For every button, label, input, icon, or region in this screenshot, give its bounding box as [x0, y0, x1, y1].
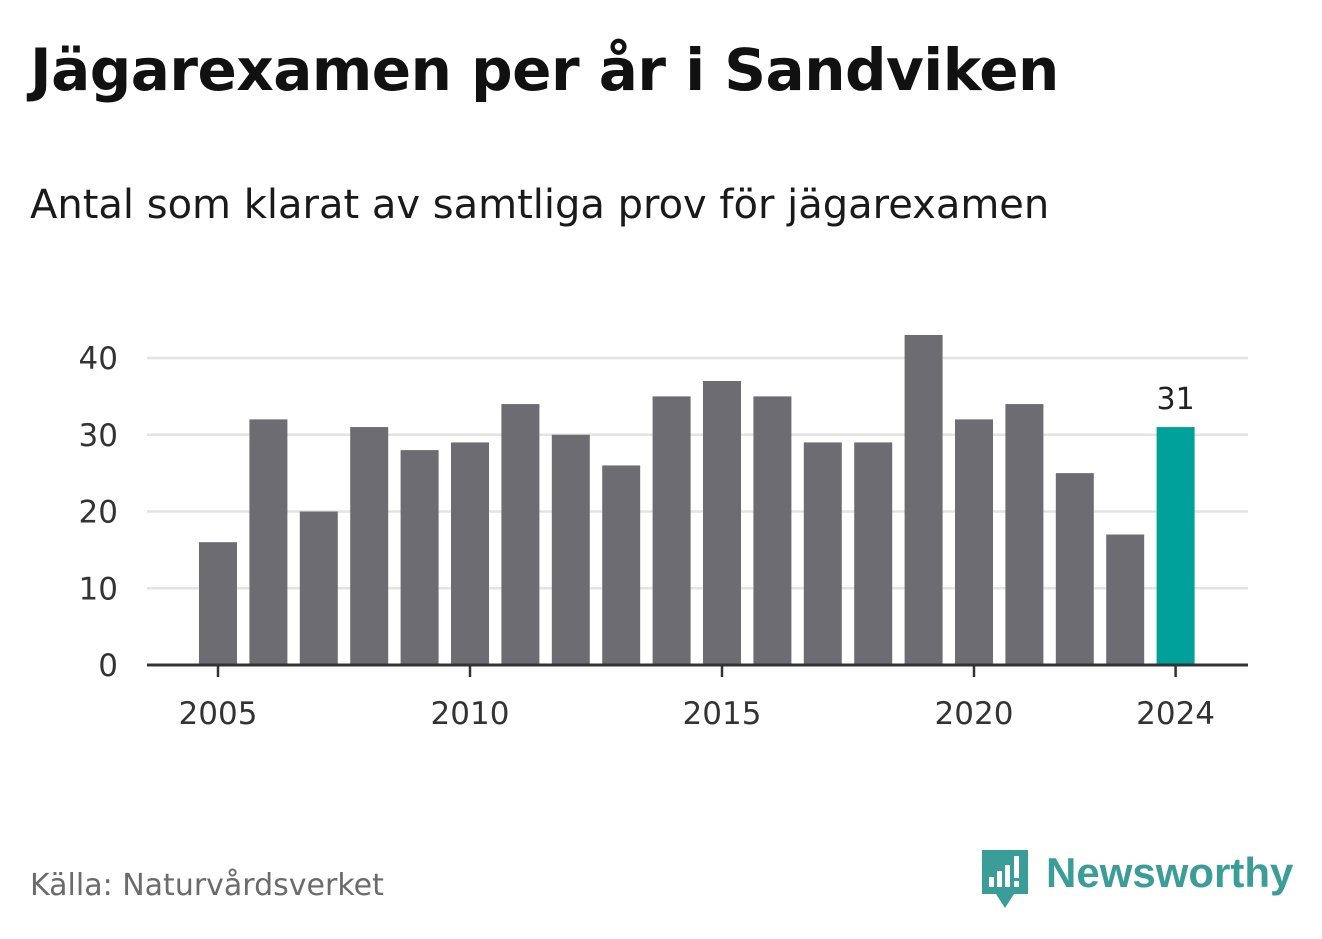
y-tick-label: 20 — [79, 495, 118, 531]
x-tick-label: 2015 — [683, 696, 762, 732]
bar-2006 — [249, 419, 288, 665]
bar-2005 — [199, 542, 237, 665]
bar-2013 — [602, 465, 641, 665]
bar-2024 — [1156, 427, 1195, 665]
brand-logo: Newsworthy — [980, 848, 1293, 910]
source-note: Källa: Naturvårdsverket — [30, 868, 384, 903]
brand-name: Newsworthy — [1046, 849, 1294, 896]
bar-2012 — [551, 434, 590, 665]
bar-2009 — [400, 450, 439, 665]
chart-title: Jägarexamen per år i Sandviken — [30, 36, 1059, 104]
bar-2011 — [501, 404, 540, 665]
bar-chart: 0 10 20 30 40 31 2005 2010 2015 2020 2024 — [79, 334, 1248, 732]
bar-2010 — [451, 442, 489, 665]
bar-2007 — [299, 511, 338, 665]
x-axis — [147, 663, 1248, 677]
y-tick-label: 40 — [79, 341, 118, 377]
bar-2008 — [350, 427, 389, 665]
bar-2020 — [955, 419, 993, 665]
bar-2017 — [803, 442, 842, 665]
bar-2016 — [753, 396, 792, 665]
chart-subtitle: Antal som klarat av samtliga prov för jä… — [30, 182, 1050, 228]
newsworthy-logo-icon — [982, 850, 1028, 908]
value-label-2024: 31 — [1157, 382, 1195, 417]
y-tick-label: 30 — [79, 418, 118, 454]
y-tick-label: 10 — [79, 571, 118, 607]
x-tick-label: 2005 — [179, 696, 258, 732]
x-tick-label: 2024 — [1136, 696, 1215, 732]
bar-2022 — [1055, 473, 1094, 665]
bar-2015 — [703, 381, 741, 665]
bar-2021 — [1005, 404, 1044, 665]
bar-2023 — [1106, 534, 1145, 665]
bar-2014 — [652, 396, 691, 665]
axis-labels: 0 10 20 30 40 31 2005 2010 2015 2020 2024 — [79, 341, 1216, 732]
bar-2018 — [854, 442, 893, 665]
x-tick-label: 2010 — [431, 696, 510, 732]
y-tick-label: 0 — [98, 648, 118, 684]
x-tick-label: 2020 — [935, 696, 1014, 732]
bar-2019 — [904, 334, 943, 665]
bars — [199, 334, 1195, 665]
